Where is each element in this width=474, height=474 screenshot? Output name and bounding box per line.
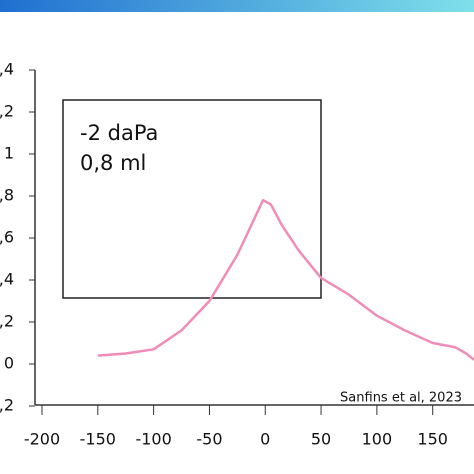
y-tick-label: 0,2 [0, 312, 14, 331]
y-tick-label: -0,2 [0, 396, 14, 415]
x-tick-label: -100 [135, 430, 171, 449]
curve [97, 198, 474, 361]
top-bar [0, 0, 474, 12]
x-tick-label: 150 [417, 430, 448, 449]
y-tick-label: 1 [4, 144, 14, 163]
y-tick-label: 0,6 [0, 228, 14, 247]
y-tick-label: 1,2 [0, 102, 14, 121]
y-tick-label: 1,4 [0, 60, 14, 79]
annotation: 0,8 ml [80, 151, 146, 175]
credit: Sanfins et al, 2023 [340, 391, 462, 406]
x-tick-label: -50 [196, 430, 222, 449]
annotation-box [62, 99, 322, 299]
x-tick-label: -150 [80, 430, 116, 449]
y-tick-label: 0,4 [0, 270, 14, 289]
y-tick-label: 0,8 [0, 186, 14, 205]
y-tick-label: 0 [4, 354, 14, 373]
x-tick-label: 50 [311, 430, 331, 449]
x-tick-label: -200 [24, 430, 60, 449]
annotation: -2 daPa [80, 121, 158, 145]
x-tick-label: 100 [362, 430, 393, 449]
x-tick-label: 0 [260, 430, 270, 449]
